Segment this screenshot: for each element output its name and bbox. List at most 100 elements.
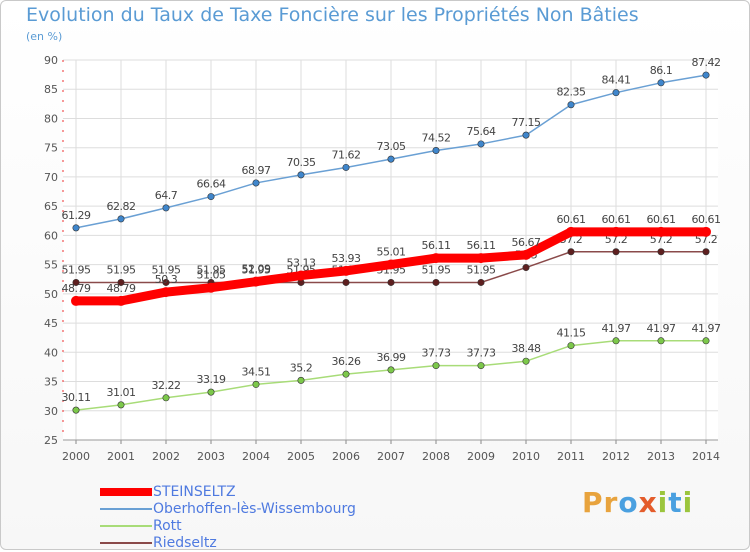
legend-label: Oberhoffen-lès-Wissembourg: [153, 501, 356, 517]
data-label: 51.95: [422, 263, 451, 276]
x-tick-label: 2009: [467, 450, 495, 463]
data-point: [342, 163, 350, 171]
data-point: [477, 140, 485, 148]
chart-title: Evolution du Taux de Taxe Foncière sur l…: [26, 4, 639, 26]
data-point: [522, 264, 530, 272]
data-point: [522, 357, 530, 365]
data-label: 51.95: [107, 263, 136, 276]
logo-letter: P: [582, 486, 604, 519]
y-tick-label: 50: [44, 288, 58, 301]
data-point: [476, 253, 486, 264]
data-point: [702, 248, 710, 256]
data-label: 50.3: [155, 273, 178, 286]
data-point: [701, 226, 711, 237]
y-tick-label: 65: [44, 200, 58, 213]
data-label: 68.97: [242, 164, 271, 177]
x-tick-label: 2001: [107, 450, 135, 463]
data-point: [116, 295, 126, 306]
data-label: 60.61: [557, 213, 586, 226]
data-label: 64.7: [155, 189, 178, 202]
data-label: 86.1: [650, 64, 673, 77]
data-label: 32.22: [152, 379, 181, 392]
data-point: [72, 224, 80, 232]
data-point: [297, 376, 305, 384]
proxiti-logo: Proxiti: [582, 486, 693, 519]
data-point: [117, 401, 125, 409]
legend-item-steinseltz: STEINSELTZ: [100, 484, 400, 501]
data-label: 87.42: [692, 56, 721, 69]
x-tick-label: 2011: [557, 450, 585, 463]
y-tick-label: 40: [44, 346, 58, 359]
data-point: [206, 282, 216, 293]
data-label: 70.35: [287, 156, 316, 169]
data-point: [71, 295, 81, 306]
legend: STEINSELTZ Oberhoffen-lès-Wissembourg Ro…: [100, 484, 400, 552]
data-label: 41.97: [692, 322, 721, 335]
data-label: 36.99: [377, 351, 406, 364]
logo-letter: i: [657, 486, 669, 519]
data-point: [386, 259, 396, 270]
data-label: 53.13: [287, 257, 316, 270]
data-point: [162, 204, 170, 212]
data-point: [522, 131, 530, 139]
data-label: 82.35: [557, 86, 586, 99]
data-point: [117, 215, 125, 223]
data-label: 73.05: [377, 140, 406, 153]
x-tick-label: 2003: [197, 450, 225, 463]
x-tick-label: 2006: [332, 450, 360, 463]
x-tick-label: 2014: [692, 450, 720, 463]
data-label: 41.97: [602, 322, 631, 335]
data-point: [296, 270, 306, 281]
x-tick-label: 2012: [602, 450, 630, 463]
x-tick-label: 2013: [647, 450, 675, 463]
x-tick-label: 2004: [242, 450, 270, 463]
data-label: 48.79: [107, 282, 136, 295]
legend-swatch: [100, 542, 152, 544]
data-label: 56.11: [422, 239, 451, 252]
data-point: [702, 71, 710, 79]
data-point: [162, 394, 170, 402]
y-tick-label: 90: [44, 54, 58, 67]
data-label: 60.61: [692, 213, 721, 226]
data-point: [567, 101, 575, 109]
data-label: 30.11: [62, 391, 91, 404]
x-tick-label: 2008: [422, 450, 450, 463]
y-tick-label: 35: [44, 376, 58, 389]
data-point: [387, 278, 395, 286]
data-point: [521, 249, 531, 260]
data-label: 51.95: [197, 263, 226, 276]
data-point: [566, 226, 576, 237]
data-point: [567, 248, 575, 256]
x-tick-label: 2010: [512, 450, 540, 463]
data-point: [252, 380, 260, 388]
data-point: [72, 278, 80, 286]
data-label: 61.29: [62, 209, 91, 222]
logo-letter: t: [668, 486, 683, 519]
x-tick-label: 2007: [377, 450, 405, 463]
data-point: [251, 276, 261, 287]
data-label: 52.09: [242, 263, 271, 276]
chart-subtitle: (en %): [26, 30, 63, 43]
data-label: 74.52: [422, 131, 451, 144]
data-point: [477, 362, 485, 370]
data-point: [162, 278, 170, 286]
data-label: 51.95: [62, 263, 91, 276]
data-point: [567, 342, 575, 350]
data-point: [387, 366, 395, 374]
legend-label: STEINSELTZ: [153, 484, 236, 500]
legend-swatch: [100, 508, 152, 510]
data-point: [432, 146, 440, 154]
data-label: 66.64: [197, 178, 226, 191]
data-point: [72, 406, 80, 414]
data-point: [656, 226, 666, 237]
legend-label: Riedseltz: [153, 535, 217, 551]
data-point: [612, 89, 620, 97]
data-label: 36.26: [332, 355, 361, 368]
data-point: [207, 193, 215, 201]
data-point: [432, 362, 440, 370]
data-point: [657, 248, 665, 256]
y-tick-label: 85: [44, 83, 58, 96]
data-label: 53.93: [332, 252, 361, 265]
legend-item-oberhoffen: Oberhoffen-lès-Wissembourg: [100, 501, 400, 518]
data-label: 38.48: [512, 342, 541, 355]
